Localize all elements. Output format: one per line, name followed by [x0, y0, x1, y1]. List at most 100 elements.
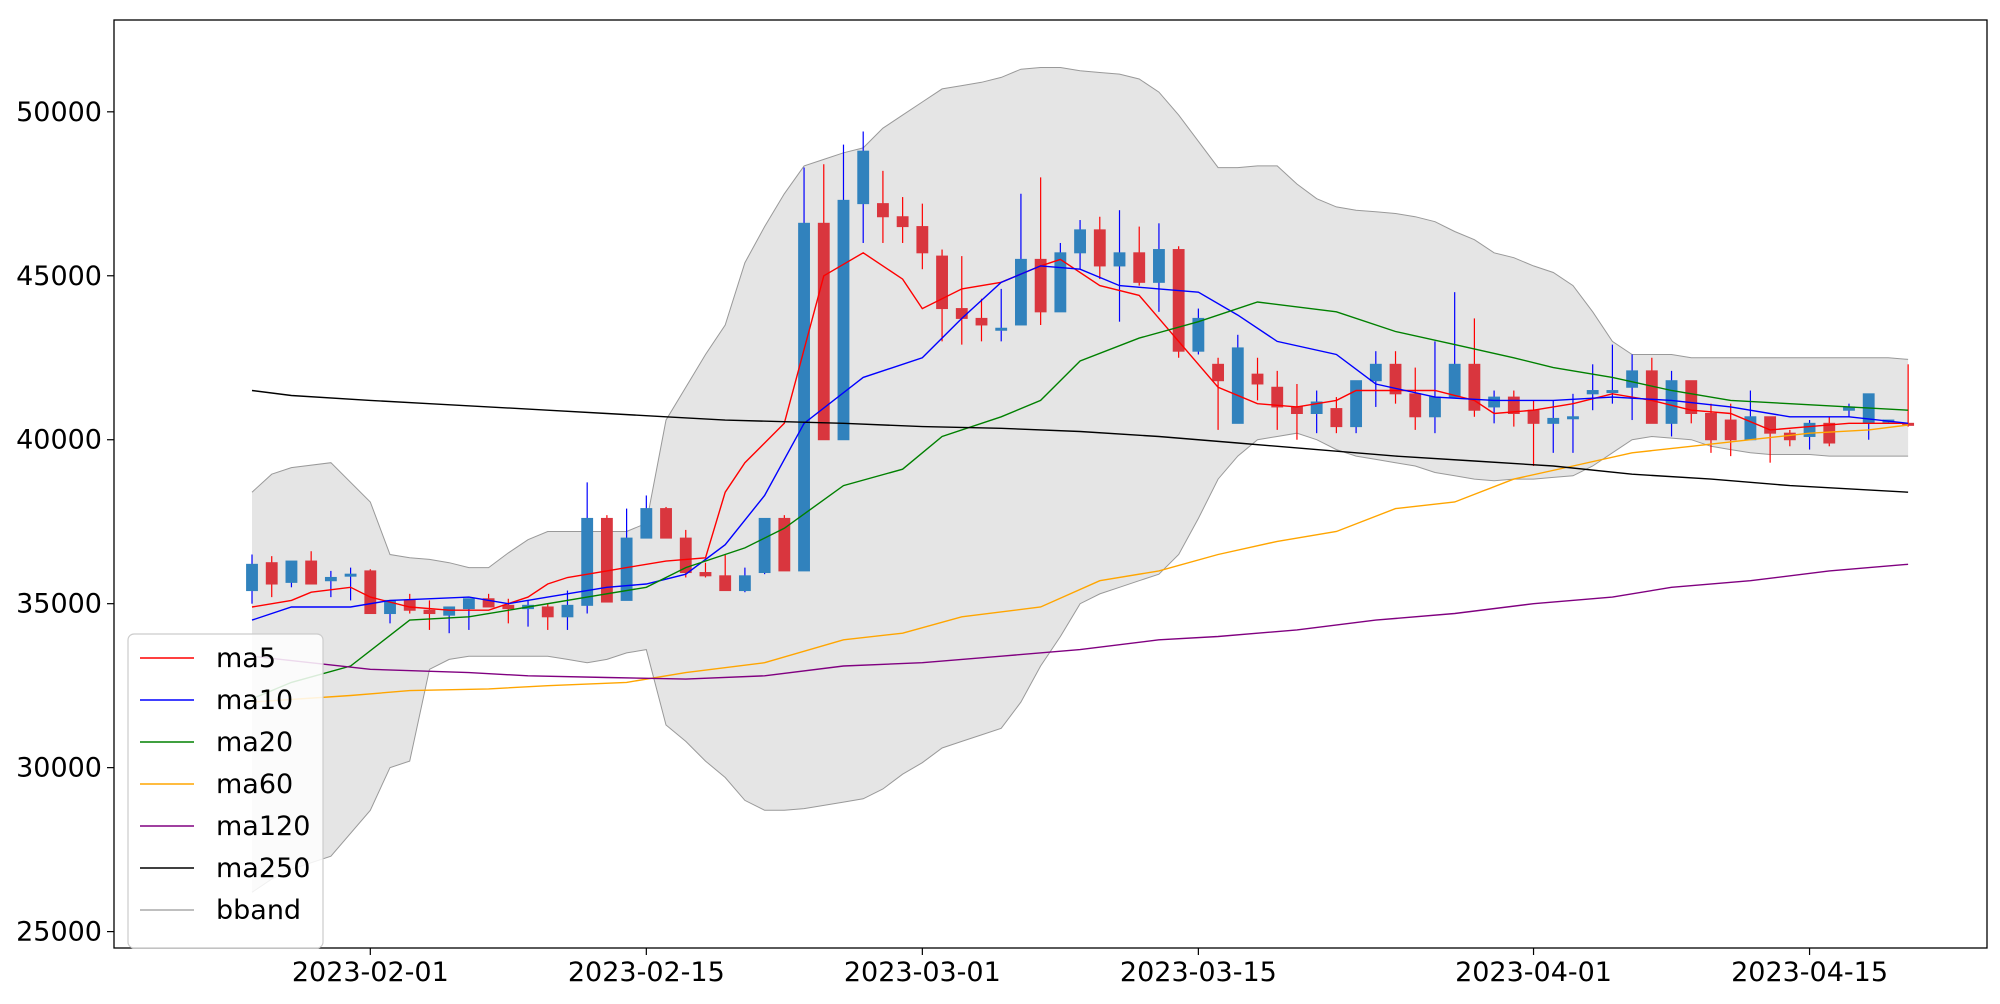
candle [778, 515, 791, 572]
x-tick-label: 2023-03-01 [844, 957, 1001, 988]
bollinger-band-fill [252, 67, 1909, 893]
candle [541, 603, 554, 630]
series-line-ma10 [251, 265, 1909, 621]
candle-body [896, 216, 909, 228]
legend: ma5 ma10 ma20 ma60 ma120 ma250 bband [127, 633, 324, 949]
candle-body [660, 508, 672, 539]
candle-body [285, 560, 298, 583]
candle [502, 598, 515, 624]
moving-average-layer [251, 251, 1909, 703]
candle-body [1567, 416, 1579, 420]
y-axis: 25000 30000 35000 40000 45000 50000 [16, 97, 114, 948]
y-tick-label: 45000 [16, 261, 102, 292]
candle-body [1212, 363, 1225, 382]
candle [1803, 420, 1816, 450]
candle [1153, 223, 1165, 312]
candle [561, 590, 574, 630]
candle [1093, 216, 1106, 280]
candle [1409, 367, 1422, 430]
candle-body [916, 226, 929, 254]
candle-body [876, 203, 889, 218]
legend-label-ma60: ma60 [216, 769, 293, 800]
candle-body [561, 604, 574, 618]
candle [679, 529, 692, 578]
candle [1330, 397, 1343, 434]
candle-body [1034, 258, 1047, 313]
candle [1251, 357, 1264, 401]
candle-body [1527, 409, 1540, 424]
candle-body [679, 537, 692, 574]
candle [1586, 364, 1599, 411]
candle [581, 482, 594, 614]
candle-body [462, 598, 475, 610]
candle [1724, 403, 1737, 457]
candle-body [482, 598, 495, 608]
candle-body [1409, 393, 1422, 418]
candle-body [699, 572, 712, 577]
candle-body [620, 537, 633, 601]
candle-body [1448, 363, 1461, 398]
candle-body [1074, 229, 1086, 254]
candle-body [817, 222, 830, 441]
candle [305, 551, 318, 585]
legend-label-ma20: ma20 [216, 727, 293, 758]
candle [600, 515, 613, 603]
plot-frame [113, 19, 1988, 949]
candle-body [1626, 370, 1639, 388]
candle-body [1547, 417, 1560, 424]
candle-body [1685, 380, 1698, 414]
candle [1507, 390, 1520, 427]
y-tick-label: 35000 [16, 589, 102, 620]
candle [896, 197, 909, 243]
legend-label-ma5: ma5 [216, 643, 276, 674]
candle-body [1054, 252, 1067, 313]
candle-body [1389, 363, 1402, 395]
candle [265, 556, 278, 598]
candle [916, 203, 929, 270]
candle-body [1310, 401, 1323, 414]
candle-body [344, 573, 357, 577]
candle-body [1468, 363, 1481, 411]
candle [1626, 354, 1639, 421]
candle-body [305, 560, 318, 585]
y-tick-label: 50000 [16, 97, 102, 128]
bollinger-lower-line [251, 432, 1909, 893]
candle [443, 606, 456, 634]
legend-label-bband: bband [216, 895, 301, 926]
legend-label-ma120: ma120 [216, 811, 310, 842]
candle-body [1764, 416, 1777, 434]
candle-body [1172, 249, 1185, 352]
candle-body [1251, 373, 1264, 385]
series-line-ma60 [251, 424, 1909, 703]
candle [1488, 390, 1501, 424]
x-tick-label: 2023-04-01 [1455, 957, 1612, 988]
candle [1665, 370, 1678, 437]
candle [1231, 334, 1244, 424]
candle [324, 570, 337, 598]
candle-body [1724, 419, 1737, 441]
candle-body [1015, 258, 1027, 326]
candle-body [581, 517, 594, 606]
candle-body [1271, 386, 1284, 408]
candle-body [1823, 422, 1836, 444]
candle [660, 506, 672, 539]
candle [837, 144, 850, 441]
candle [423, 600, 436, 630]
candle [719, 554, 732, 592]
bollinger-upper-line [251, 67, 1909, 569]
candle-body [246, 563, 258, 592]
series-line-ma120 [251, 563, 1909, 680]
candle [1350, 380, 1363, 434]
candle [1212, 357, 1225, 430]
y-tick-label: 30000 [16, 753, 102, 784]
candle [1133, 226, 1146, 286]
candle-body [955, 308, 968, 319]
x-tick-label: 2023-02-01 [292, 957, 449, 988]
x-tick-label: 2023-02-15 [568, 957, 725, 988]
candle [1448, 292, 1461, 398]
candle-body [995, 327, 1008, 331]
candle-body [1192, 317, 1205, 352]
legend-label-ma250: ma250 [216, 853, 310, 884]
candle-body [1665, 380, 1678, 424]
candle-body [364, 570, 377, 615]
